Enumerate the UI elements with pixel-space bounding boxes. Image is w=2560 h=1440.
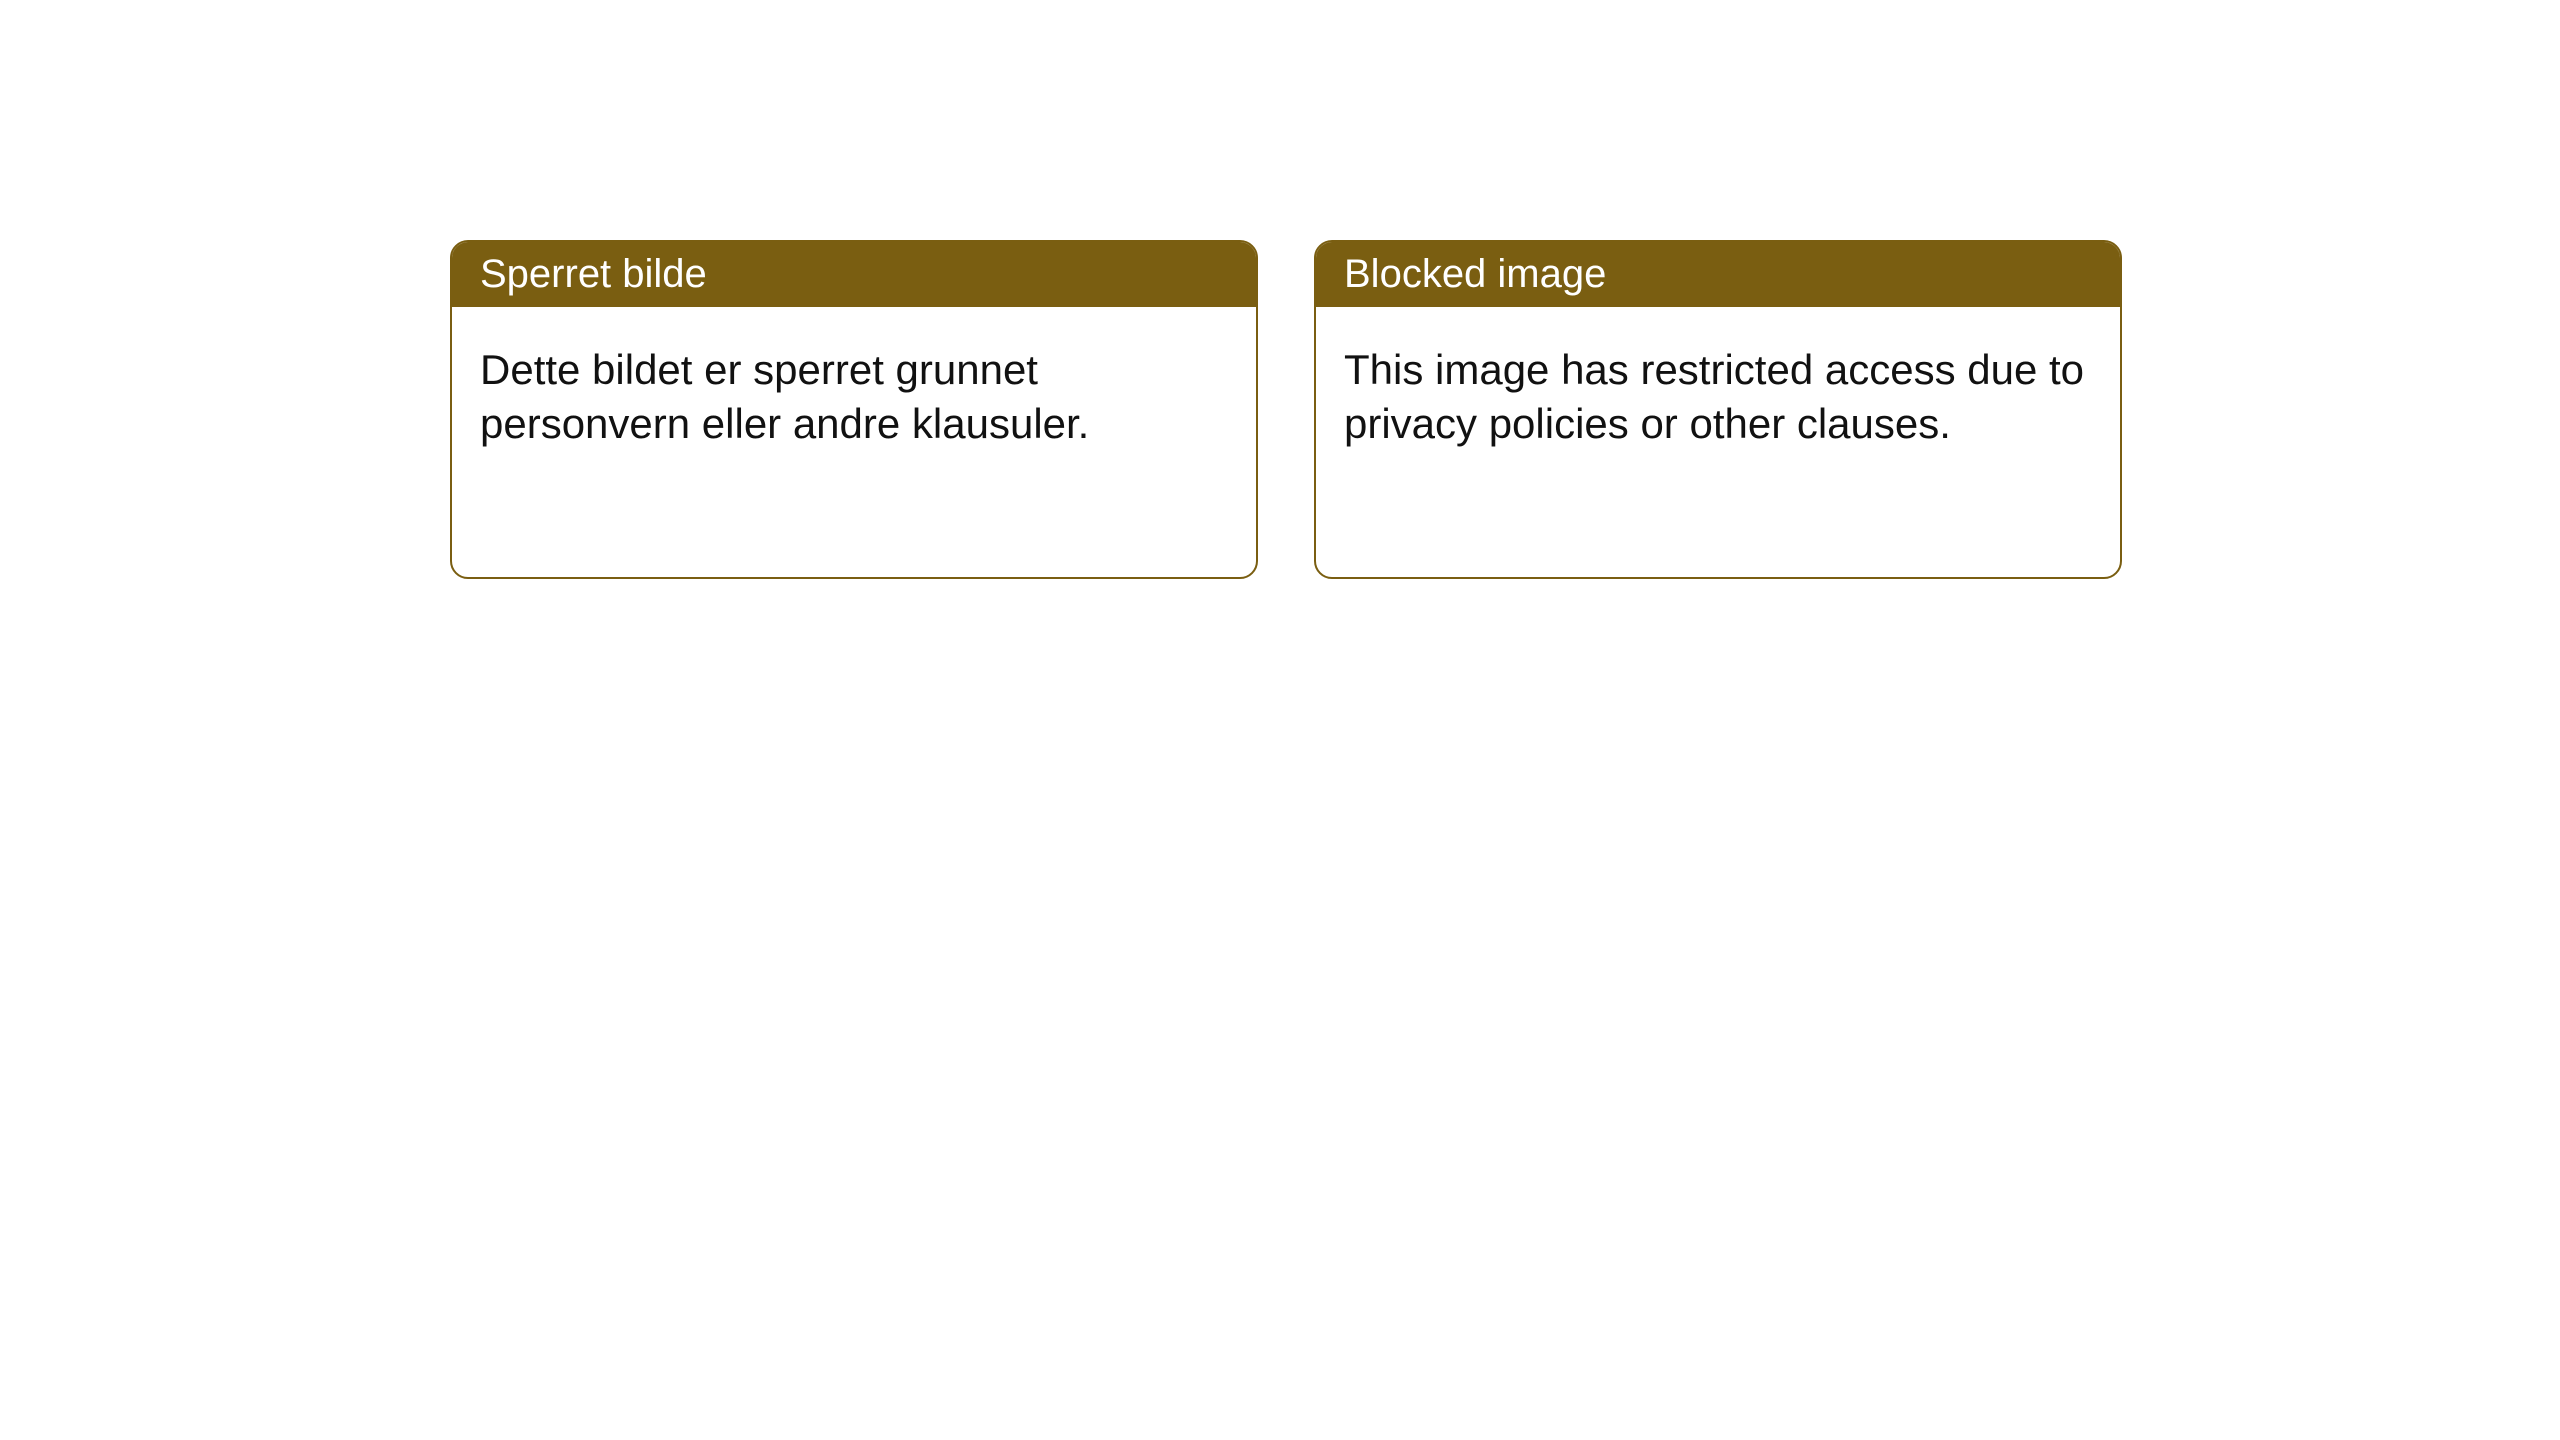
card-header: Blocked image xyxy=(1316,242,2120,307)
notice-card-english: Blocked image This image has restricted … xyxy=(1314,240,2122,579)
card-body-text: Dette bildet er sperret grunnet personve… xyxy=(480,346,1089,447)
card-body-text: This image has restricted access due to … xyxy=(1344,346,2084,447)
notice-cards-container: Sperret bilde Dette bildet er sperret gr… xyxy=(0,0,2560,579)
card-body: Dette bildet er sperret grunnet personve… xyxy=(452,307,1256,577)
card-title: Sperret bilde xyxy=(480,252,707,296)
card-header: Sperret bilde xyxy=(452,242,1256,307)
card-body: This image has restricted access due to … xyxy=(1316,307,2120,577)
notice-card-norwegian: Sperret bilde Dette bildet er sperret gr… xyxy=(450,240,1258,579)
card-title: Blocked image xyxy=(1344,252,1606,296)
